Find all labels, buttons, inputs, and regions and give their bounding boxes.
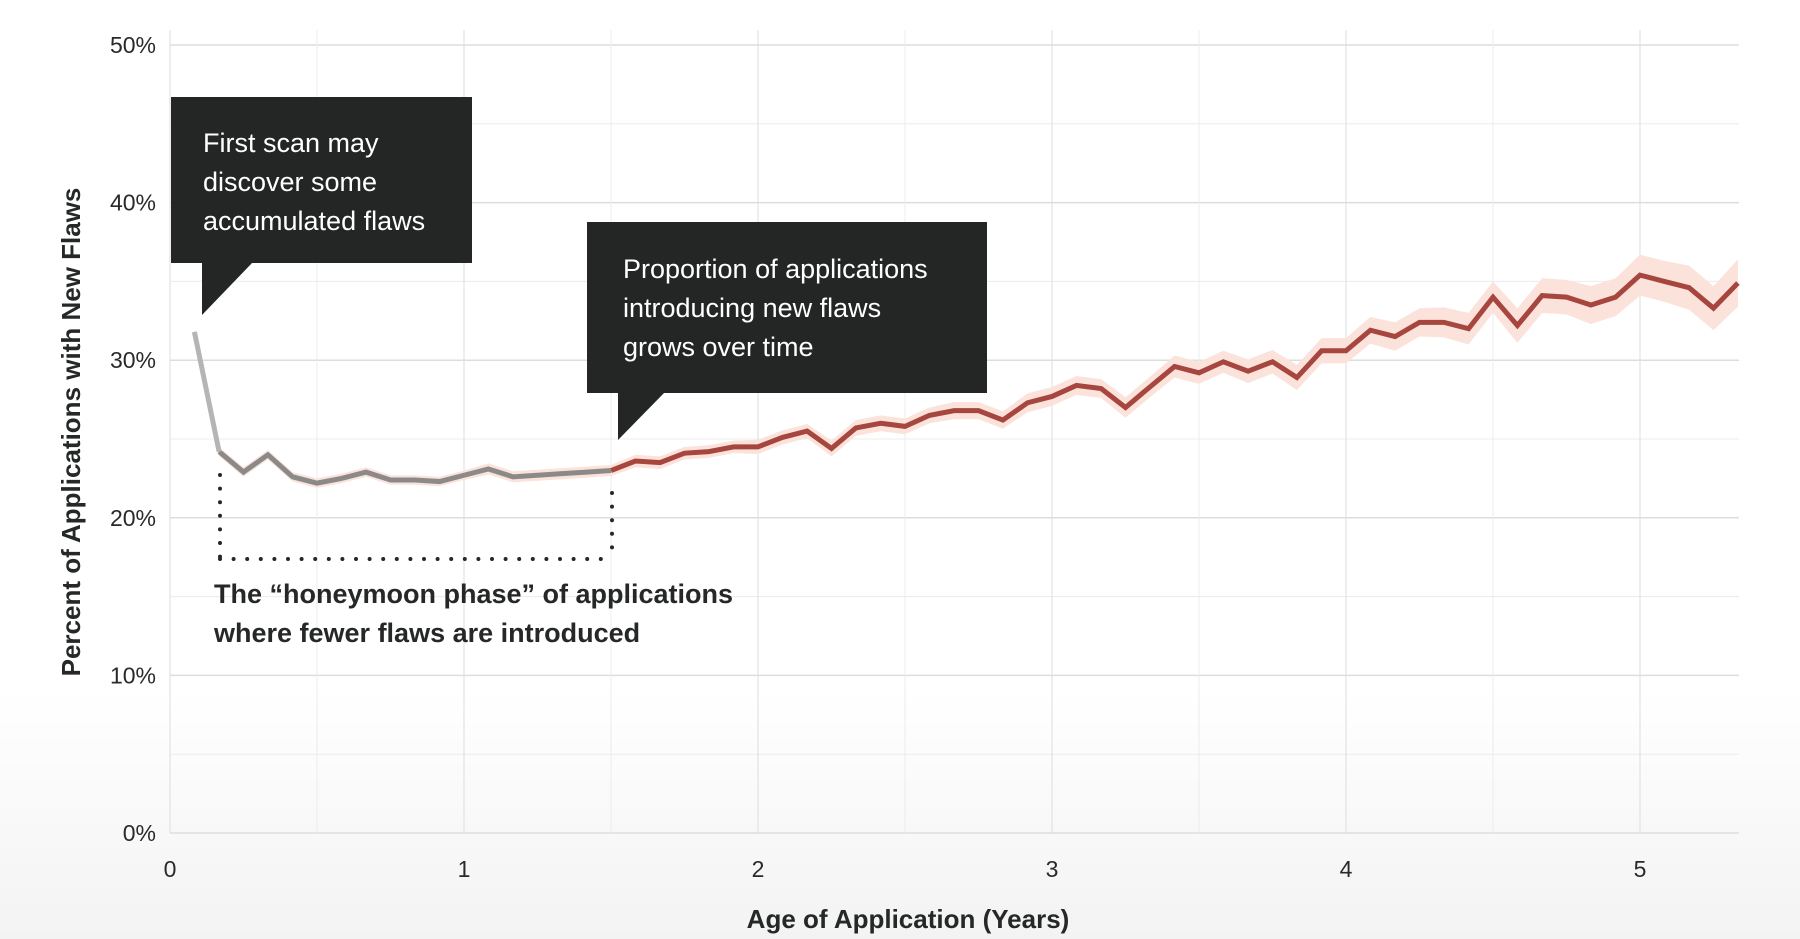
- callout-first-scan: First scan may discover some accumulated…: [171, 97, 472, 263]
- y-tick-label: 40%: [110, 190, 156, 216]
- y-axis-title: Percent of Applications with New Flaws: [56, 188, 86, 677]
- y-tick-label: 20%: [110, 505, 156, 531]
- y-axis-ticks: 0% 10% 20% 30% 40% 50%: [110, 32, 156, 846]
- y-tick-label: 0%: [123, 820, 156, 846]
- x-tick-label: 0: [164, 856, 177, 882]
- callout-tail-first-scan: [202, 262, 253, 315]
- callout-line: discover some: [203, 167, 378, 197]
- x-tick-label: 1: [458, 856, 471, 882]
- honeymoon-bracket: [218, 473, 614, 561]
- callout-line: accumulated flaws: [203, 206, 426, 236]
- y-tick-label: 10%: [110, 662, 156, 688]
- x-tick-label: 3: [1046, 856, 1059, 882]
- x-axis-title: Age of Application (Years): [747, 904, 1070, 934]
- gridlines: [169, 30, 1739, 834]
- callout-growth: Proportion of applications introducing n…: [587, 222, 987, 393]
- annotation-line: The “honeymoon phase” of applications: [214, 579, 734, 609]
- line-honeymoon-segment: [217, 449, 612, 486]
- x-axis-ticks: 0 1 2 3 4 5: [164, 856, 1647, 882]
- y-tick-label: 30%: [110, 347, 156, 373]
- callout-line: Proportion of applications: [623, 254, 928, 284]
- callout-line: introducing new flaws: [623, 293, 882, 323]
- callout-tail-growth: [618, 392, 665, 440]
- line-growth-segment: [610, 272, 1740, 473]
- x-tick-label: 4: [1340, 856, 1353, 882]
- callout-line: First scan may: [203, 128, 379, 158]
- callout-line: grows over time: [623, 332, 814, 362]
- line-first-scan-segment: [191, 331, 222, 453]
- annotation-line: where fewer flaws are introduced: [214, 618, 641, 648]
- honeymoon-annotation: The “honeymoon phase” of applications wh…: [214, 575, 733, 653]
- x-tick-label: 5: [1634, 856, 1647, 882]
- data-line: [191, 272, 1740, 486]
- x-tick-label: 2: [752, 856, 765, 882]
- y-tick-label: 50%: [110, 32, 156, 58]
